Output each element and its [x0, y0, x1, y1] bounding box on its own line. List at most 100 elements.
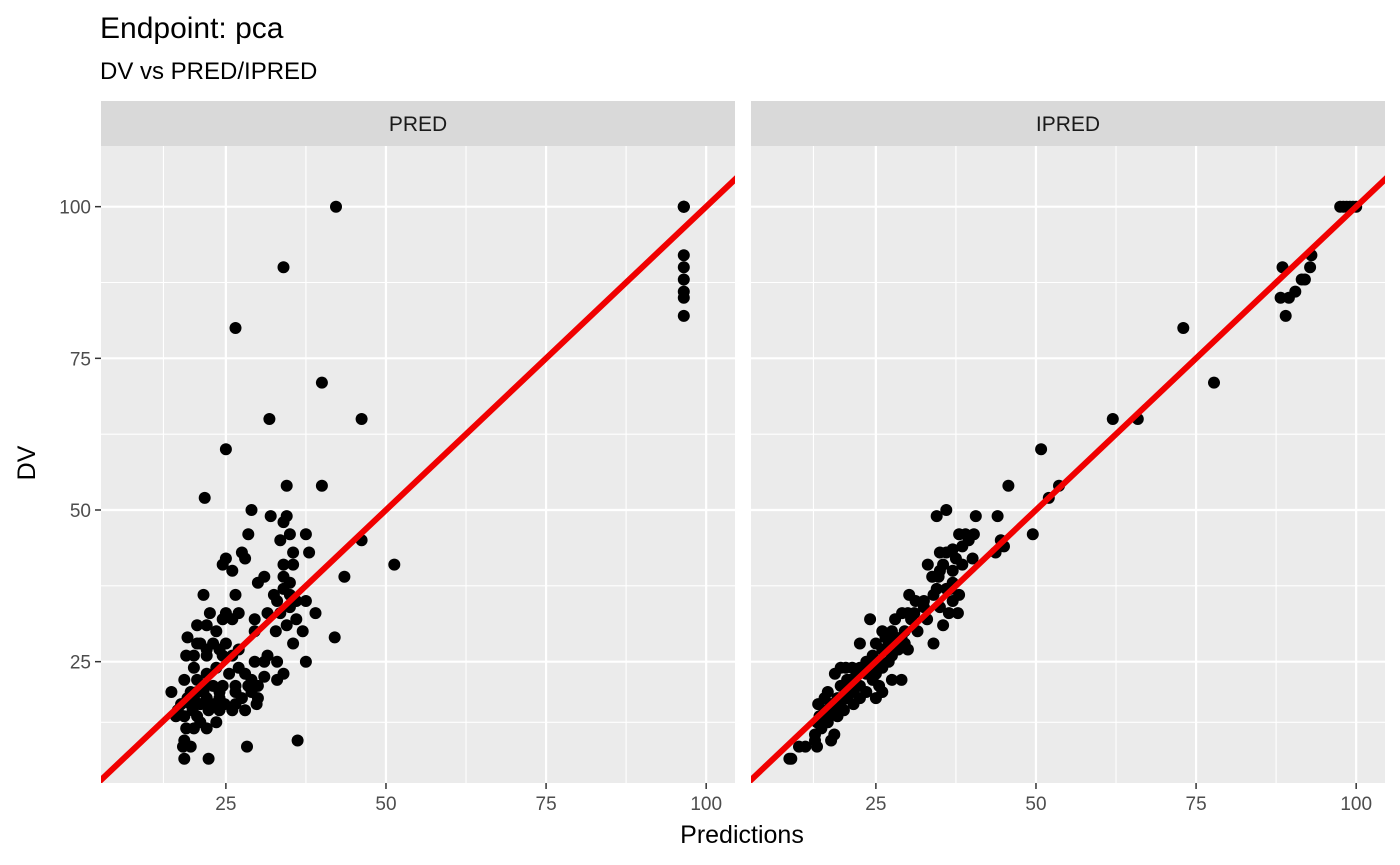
data-point: [299, 595, 312, 607]
data-point: [187, 649, 200, 662]
data-point: [277, 261, 290, 274]
data-point: [165, 686, 178, 698]
data-point: [831, 710, 844, 723]
data-point: [251, 576, 264, 589]
data-point: [825, 734, 838, 747]
panel-ipred: IPRED: [751, 101, 1385, 783]
y-axis-title: DV: [13, 445, 41, 480]
data-point: [1304, 261, 1317, 274]
data-point: [245, 504, 258, 516]
strip-label: PRED: [389, 113, 447, 136]
data-point: [184, 740, 197, 753]
data-point: [287, 637, 300, 650]
data-point: [1035, 443, 1048, 456]
strip-background: [101, 101, 735, 146]
data-point: [677, 309, 690, 322]
data-point: [864, 613, 877, 626]
data-point: [280, 619, 293, 632]
data-point: [956, 558, 969, 571]
data-point: [1026, 528, 1039, 541]
data-point: [677, 249, 690, 262]
data-point: [258, 670, 271, 683]
data-point: [229, 322, 242, 334]
data-point: [258, 655, 271, 668]
data-point: [969, 510, 982, 523]
data-point: [198, 491, 211, 504]
data-point: [271, 655, 284, 668]
data-point: [956, 540, 969, 553]
identity-line: [101, 175, 735, 783]
data-point: [927, 637, 940, 650]
data-point: [191, 637, 204, 650]
data-point: [677, 200, 690, 213]
data-point: [299, 655, 312, 668]
data-point: [946, 595, 959, 607]
data-point: [216, 613, 229, 626]
data-point: [248, 613, 261, 626]
data-point: [216, 558, 229, 571]
data-point: [219, 443, 232, 456]
data-point: [951, 607, 964, 620]
data-point: [187, 661, 200, 674]
data-point: [287, 558, 300, 571]
data-point: [940, 504, 953, 516]
data-point: [271, 595, 284, 607]
data-point: [885, 673, 898, 686]
data-point: [309, 607, 322, 620]
data-point: [283, 528, 296, 541]
data-point: [847, 698, 860, 711]
y-axis: 25 50 75 100: [59, 198, 101, 674]
x-tick-label: 100: [1340, 794, 1372, 815]
data-point: [213, 704, 226, 717]
data-point: [785, 752, 798, 765]
data-point: [828, 667, 841, 680]
identity-line: [751, 175, 1385, 783]
data-point: [191, 619, 204, 632]
strip-label: IPRED: [1036, 113, 1100, 136]
data-point: [811, 740, 823, 753]
data-point: [303, 546, 316, 559]
data-point: [178, 673, 191, 686]
y-tick-label: 25: [70, 653, 91, 674]
data-point: [677, 291, 690, 304]
data-point: [274, 534, 287, 547]
data-point: [264, 510, 277, 523]
data-point: [1106, 413, 1119, 425]
data-point: [315, 376, 328, 389]
data-point: [328, 631, 341, 644]
x-axis-pred: 25 50 75 100: [215, 783, 722, 815]
data-point: [853, 637, 866, 650]
data-point: [940, 546, 953, 559]
data-point: [677, 273, 690, 286]
x-axis-ipred: 25 50 75 100: [865, 783, 1372, 815]
data-point: [277, 516, 290, 529]
data-point: [946, 564, 959, 577]
x-tick-label: 100: [690, 794, 722, 815]
data-point: [277, 558, 290, 571]
x-tick-label: 25: [215, 794, 236, 815]
data-point: [226, 704, 239, 717]
data-point: [197, 588, 210, 601]
data-point: [1002, 479, 1015, 492]
data-point: [1295, 273, 1308, 286]
strip-background: [751, 101, 1385, 146]
data-point: [1274, 291, 1287, 304]
data-point: [194, 698, 207, 711]
data-point: [202, 704, 215, 717]
data-point: [677, 261, 690, 274]
data-point: [241, 740, 253, 753]
data-point: [927, 588, 940, 601]
data-point: [226, 564, 239, 577]
data-point: [248, 655, 261, 668]
data-point: [895, 673, 908, 686]
data-point: [388, 558, 401, 571]
data-point: [355, 413, 368, 425]
data-point: [921, 558, 934, 571]
x-tick-label: 25: [865, 794, 886, 815]
panel-pred: PRED: [101, 101, 735, 783]
data-point: [200, 619, 213, 632]
data-point: [239, 704, 252, 717]
data-point: [869, 692, 882, 705]
data-point: [315, 479, 328, 492]
